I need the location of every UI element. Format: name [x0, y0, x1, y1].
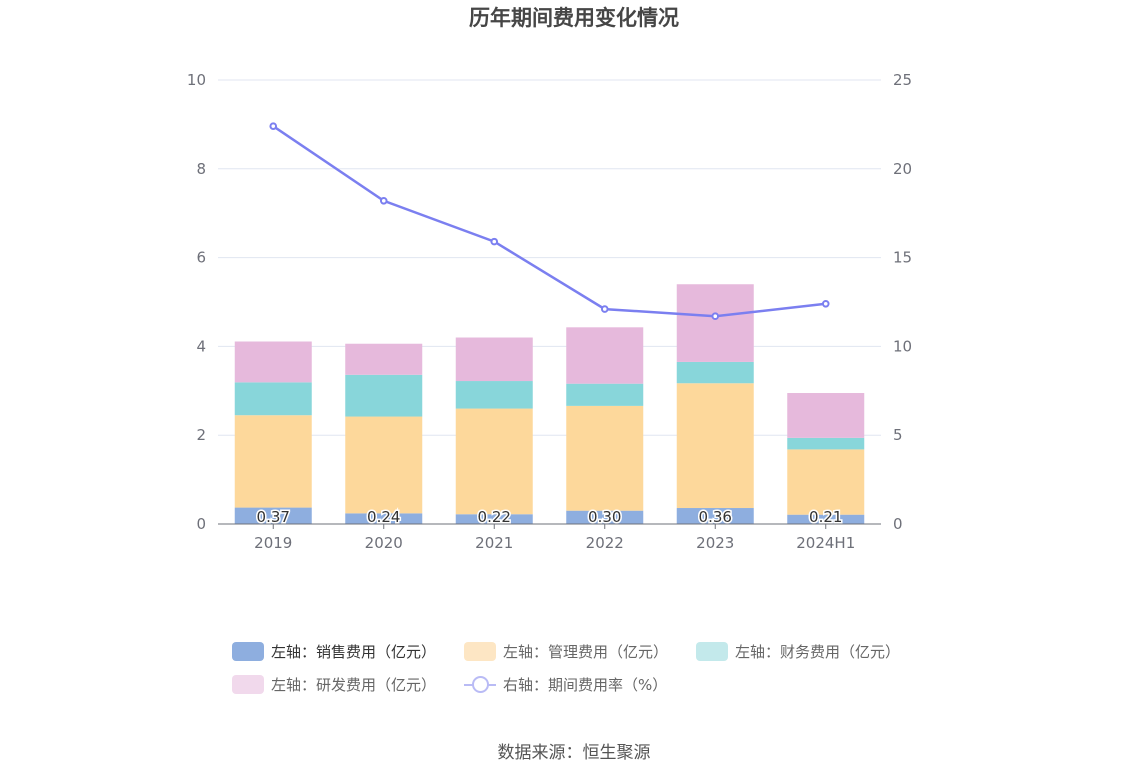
- bar-segment: [676, 383, 754, 509]
- sales-data-label: 0.21: [809, 508, 842, 526]
- grid: [218, 79, 881, 436]
- right-tick-label: 15: [893, 249, 912, 267]
- bar-segment: [787, 449, 865, 515]
- x-tick-label: 2020: [365, 534, 403, 552]
- bar-segment: [345, 513, 423, 524]
- x-tick-label: 2024H1: [796, 534, 855, 552]
- left-tick-label: 10: [187, 71, 206, 89]
- x-tick-label: 2021: [475, 534, 513, 552]
- rate-point: [821, 299, 830, 308]
- bar-segment: [676, 284, 754, 362]
- legend-item-finance[interactable]: 左轴：财务费用（亿元）: [696, 636, 900, 666]
- right-tick-label: 20: [893, 160, 912, 178]
- rate-point: [600, 305, 609, 313]
- bar-segment: [234, 507, 312, 524]
- right-tick-label: 25: [893, 71, 912, 89]
- left-axis: 0 2 4 6 8 10: [187, 71, 206, 533]
- bar-segment: [234, 382, 312, 416]
- left-tick-label: 4: [196, 337, 206, 355]
- right-tick-label: 5: [893, 426, 903, 444]
- x-tick-label: 2022: [586, 534, 624, 552]
- bar-segment: [455, 514, 533, 524]
- sales-data-label: 0.22: [478, 508, 511, 526]
- bar-segment: [455, 381, 533, 409]
- bars: [234, 284, 865, 524]
- line-series: [269, 122, 830, 321]
- bar-segment: [676, 361, 754, 384]
- x-tick-label: 2019: [254, 534, 292, 552]
- data-labels: 0.37 0.24 0.22 0.30 0.36 0.21: [255, 507, 844, 528]
- bar-segment: [566, 327, 644, 384]
- bar-segment: [787, 393, 865, 438]
- sales-data-label: 0.37: [257, 508, 290, 526]
- legend-label-admin: 左轴：管理费用（亿元）: [503, 642, 669, 661]
- left-tick-label: 6: [196, 249, 206, 267]
- rate-line: [272, 125, 826, 318]
- legend-label-rate: 右轴：期间费用率（%）: [503, 675, 668, 694]
- legend-item-sales[interactable]: 左轴：销售费用（亿元）: [232, 636, 436, 666]
- rate-point: [711, 312, 720, 321]
- legend-swatch-sales: [232, 641, 264, 661]
- rate-point: [269, 122, 278, 130]
- sales-data-label: 0.36: [699, 508, 732, 526]
- bar-segment: [345, 374, 423, 417]
- x-tick-label: 2023: [696, 534, 734, 552]
- bar-segment: [566, 383, 644, 406]
- legend-swatch-finance: [696, 641, 728, 661]
- bar-segment: [345, 416, 423, 514]
- right-tick-label: 10: [893, 337, 912, 355]
- sales-data-label: 0.30: [588, 508, 621, 526]
- legend-item-rate[interactable]: 右轴：期间费用率（%）: [464, 669, 667, 699]
- bar-segment: [234, 341, 312, 383]
- legend-item-rnd[interactable]: 左轴：研发费用（亿元）: [232, 669, 436, 699]
- legend-swatch-rate: [464, 675, 496, 694]
- bar-segment: [787, 437, 865, 450]
- bar-segment: [566, 405, 644, 511]
- left-tick-label: 2: [196, 426, 206, 444]
- left-tick-label: 8: [196, 160, 206, 178]
- bar-segment: [787, 514, 865, 524]
- legend-swatch-rnd: [232, 674, 264, 694]
- right-axis: 0 5 10 15 20 25: [893, 71, 912, 533]
- legend-label-sales: 左轴：销售费用（亿元）: [271, 642, 437, 661]
- chart-title: 历年期间费用变化情况: [469, 6, 679, 30]
- left-tick-label: 0: [196, 515, 206, 533]
- bar-segment: [455, 408, 533, 515]
- bar-segment: [566, 510, 644, 524]
- sales-data-label: 0.24: [367, 508, 400, 526]
- legend-label-finance: 左轴：财务费用（亿元）: [735, 642, 901, 661]
- bar-segment: [345, 343, 423, 375]
- legend-label-rnd: 左轴：研发费用（亿元）: [271, 675, 437, 694]
- bar-segment: [234, 415, 312, 508]
- bar-segment: [455, 337, 533, 382]
- bar-segment: [676, 508, 754, 524]
- rate-point: [490, 237, 499, 246]
- legend-item-admin[interactable]: 左轴：管理费用（亿元）: [464, 636, 668, 666]
- legend-swatch-admin: [464, 641, 496, 661]
- rate-point: [379, 196, 388, 205]
- right-tick-label: 0: [893, 515, 903, 533]
- x-axis: 2019 2020 2021 2022 2023 2024H1: [254, 524, 855, 552]
- source-note: 数据来源：恒生聚源: [497, 743, 651, 763]
